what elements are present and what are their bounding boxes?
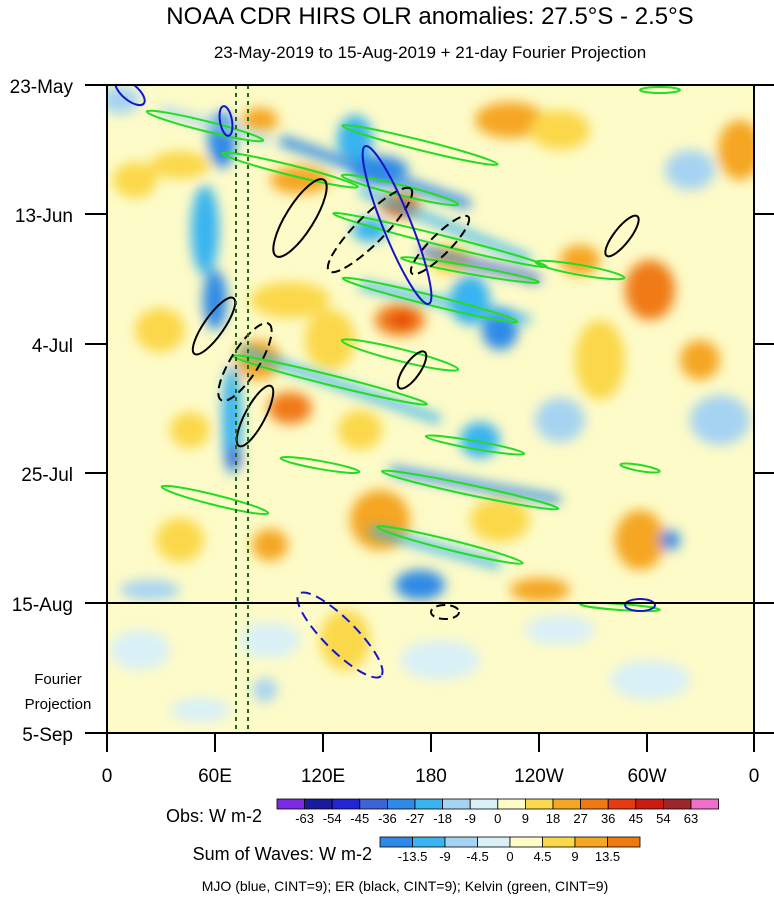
obs-colorbar-swatch	[359, 798, 388, 810]
waves-colorbar: Sum of Waves: W m-2 -13.5 -9 -4.5 0 4.5 9 13.5	[193, 836, 641, 864]
obs-colorbar-tick-label: 0	[494, 811, 501, 826]
reference-longitude-lines	[235, 85, 249, 733]
x-tick-label: 120E	[301, 766, 345, 787]
y-axis: 23-May 13-Jun 4-Jul 25-Jul 15-Aug 5-Sep …	[10, 77, 774, 746]
x-tick-label: 0	[102, 766, 113, 787]
obs-colorbar-tick-label: -9	[464, 811, 476, 826]
waves-colorbar-swatch	[574, 836, 608, 848]
waves-colorbar-swatch	[379, 836, 413, 848]
obs-colorbar-tick-label: 18	[546, 811, 560, 826]
waves-colorbar-tick-label: 0	[506, 849, 513, 864]
contour-legend: MJO (blue, CINT=9); ER (black, CINT=9); …	[202, 878, 609, 894]
x-tick-label: 60E	[198, 766, 232, 787]
projection-field	[110, 610, 690, 722]
obs-colorbar-tick-label: -27	[406, 811, 425, 826]
x-tick-label: 60W	[627, 766, 666, 787]
chart-title: NOAA CDR HIRS OLR anomalies: 27.5°S - 2.…	[166, 3, 693, 30]
projection-label-line2: Projection	[25, 696, 92, 713]
waves-colorbar-tick-label: 13.5	[595, 849, 620, 864]
x-tick-label: 0	[749, 766, 760, 787]
er-contours	[191, 178, 640, 620]
obs-colorbar-swatch	[663, 798, 692, 810]
obs-colorbar-tick-label: 36	[601, 811, 615, 826]
obs-colorbar-tick-label: -36	[378, 811, 397, 826]
y-tick-label: 4-Jul	[32, 336, 73, 357]
obs-colorbar-swatch	[607, 798, 637, 810]
obs-colorbar-swatch	[331, 798, 361, 810]
obs-colorbar-tick-label: 27	[573, 811, 587, 826]
waves-colorbar-label: Sum of Waves: W m-2	[193, 844, 372, 864]
obs-colorbar-tick-label: 9	[522, 811, 529, 826]
chart-subtitle: 23-May-2019 to 15-Aug-2019 + 21-day Four…	[214, 43, 646, 62]
obs-colorbar-tick-label: -63	[295, 811, 314, 826]
waves-colorbar-swatch	[509, 836, 543, 848]
obs-colorbar-ticks: -63 -54 -45 -36 -27 -18 -9 0 9 18 27 36 45 54 63	[295, 811, 698, 826]
waves-colorbar-tick-label: -4.5	[466, 849, 488, 864]
obs-colorbar: Obs: W m-2 -63 -54 -45 -36 -27 -18 -9 0 9 18 27 36 4…	[166, 798, 720, 826]
waves-colorbar-tick-label: -9	[439, 849, 451, 864]
obs-colorbar-tick-label: -45	[350, 811, 369, 826]
obs-colorbar-label: Obs: W m-2	[166, 806, 262, 826]
y-tick-label: 13-Jun	[15, 206, 73, 227]
obs-colorbar-swatch	[469, 798, 499, 810]
obs-colorbar-swatch	[414, 798, 444, 810]
y-tick-label: 23-May	[10, 77, 74, 98]
y-tick-label: 15-Aug	[12, 595, 73, 616]
obs-colorbar-swatch	[304, 798, 333, 810]
waves-colorbar-tick-label: -13.5	[398, 849, 428, 864]
obs-colorbar-swatches	[276, 798, 720, 810]
x-tick-label: 180	[415, 766, 447, 787]
waves-colorbar-swatch	[607, 836, 641, 848]
y-tick-label: 5-Sep	[22, 725, 73, 746]
obs-colorbar-swatch	[442, 798, 471, 810]
obs-colorbar-swatch	[552, 798, 582, 810]
waves-colorbar-swatch	[477, 836, 511, 848]
obs-colorbar-swatch	[497, 798, 526, 810]
obs-colorbar-tick-label: 63	[684, 811, 698, 826]
kelvin-contours	[145, 86, 681, 613]
obs-colorbar-swatch	[276, 798, 306, 810]
obs-colorbar-tick-label: -18	[433, 811, 452, 826]
x-tick-label: 120W	[514, 766, 564, 787]
waves-colorbar-swatch	[444, 836, 478, 848]
waves-colorbar-swatch	[542, 836, 576, 848]
obs-colorbar-swatch	[386, 798, 416, 810]
obs-colorbar-swatch	[635, 798, 664, 810]
waves-colorbar-tick-label: 4.5	[533, 849, 551, 864]
waves-colorbar-swatch	[412, 836, 446, 848]
y-tick-label: 25-Jul	[21, 465, 73, 486]
obs-colorbar-tick-label: 45	[629, 811, 643, 826]
waves-colorbar-tick-label: 9	[571, 849, 578, 864]
projection-label-line1: Fourier	[34, 671, 82, 688]
obs-colorbar-tick-label: -54	[323, 811, 342, 826]
obs-colorbar-tick-label: 54	[656, 811, 670, 826]
waves-colorbar-ticks: -13.5 -9 -4.5 0 4.5 9 13.5	[398, 849, 620, 864]
obs-colorbar-swatch	[690, 798, 720, 810]
waves-colorbar-swatches	[379, 836, 641, 848]
obs-colorbar-swatch	[525, 798, 554, 810]
plot-area	[107, 85, 754, 733]
x-axis: 0 60E 120E 180 120W 60W 0	[102, 733, 760, 787]
obs-colorbar-swatch	[580, 798, 609, 810]
